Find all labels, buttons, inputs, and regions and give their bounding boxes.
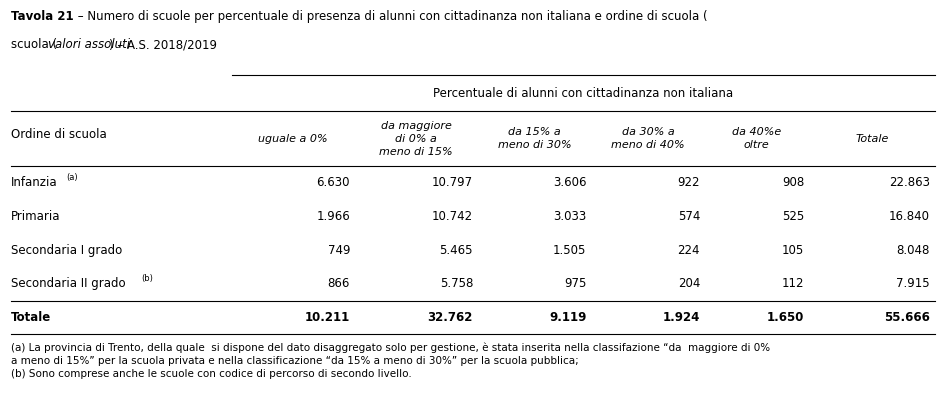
Text: da maggiore
di 0% a
meno di 15%: da maggiore di 0% a meno di 15%	[379, 121, 453, 156]
Text: (a) La provincia di Trento, della quale  si dispone del dato disaggregato solo p: (a) La provincia di Trento, della quale …	[11, 342, 770, 366]
Text: Ordine di scuola: Ordine di scuola	[11, 128, 107, 141]
Text: Secondaria I grado: Secondaria I grado	[11, 243, 123, 257]
Text: 9.119: 9.119	[549, 311, 587, 324]
Text: (a): (a)	[66, 173, 78, 182]
Text: Secondaria II grado: Secondaria II grado	[11, 277, 126, 290]
Text: scuola (: scuola (	[11, 38, 58, 51]
Text: 16.840: 16.840	[889, 210, 930, 223]
Text: (b): (b)	[141, 273, 152, 283]
Text: 10.797: 10.797	[432, 176, 473, 190]
Text: Percentuale di alunni con cittadinanza non italiana: Percentuale di alunni con cittadinanza n…	[433, 87, 733, 100]
Text: Totale: Totale	[11, 311, 52, 324]
Text: valori assoluti: valori assoluti	[48, 38, 131, 51]
Text: da 15% a
meno di 30%: da 15% a meno di 30%	[498, 127, 571, 150]
Text: 922: 922	[677, 176, 700, 190]
Text: 204: 204	[677, 277, 700, 290]
Text: 1.966: 1.966	[316, 210, 350, 223]
Text: Infanzia: Infanzia	[11, 176, 58, 190]
Text: 105: 105	[781, 243, 804, 257]
Text: 1.650: 1.650	[766, 311, 804, 324]
Text: Tavola 21: Tavola 21	[11, 10, 74, 23]
Text: 1.505: 1.505	[553, 243, 587, 257]
Text: 55.666: 55.666	[885, 311, 930, 324]
Text: 112: 112	[781, 277, 804, 290]
Text: 6.630: 6.630	[317, 176, 350, 190]
Text: – Numero di scuole per percentuale di presenza di alunni con cittadinanza non it: – Numero di scuole per percentuale di pr…	[74, 10, 708, 23]
Text: 3.606: 3.606	[553, 176, 587, 190]
Text: Primaria: Primaria	[11, 210, 61, 223]
Text: 1.924: 1.924	[662, 311, 700, 324]
Text: 866: 866	[327, 277, 350, 290]
Text: 10.211: 10.211	[305, 311, 350, 324]
Text: 975: 975	[564, 277, 587, 290]
Text: 8.048: 8.048	[897, 243, 930, 257]
Text: da 40%e
oltre: da 40%e oltre	[732, 127, 781, 150]
Text: 574: 574	[677, 210, 700, 223]
Text: 10.742: 10.742	[432, 210, 473, 223]
Text: 5.465: 5.465	[440, 243, 473, 257]
Text: 224: 224	[677, 243, 700, 257]
Text: Totale: Totale	[855, 134, 888, 144]
Text: 32.762: 32.762	[428, 311, 473, 324]
Text: 749: 749	[327, 243, 350, 257]
Text: 7.915: 7.915	[896, 277, 930, 290]
Text: ) – A.S. 2018/2019: ) – A.S. 2018/2019	[109, 38, 217, 51]
Text: 22.863: 22.863	[889, 176, 930, 190]
Text: (b) Sono comprese anche le scuole con codice di percorso di secondo livello.: (b) Sono comprese anche le scuole con co…	[11, 369, 412, 379]
Text: 5.758: 5.758	[440, 277, 473, 290]
Text: 525: 525	[781, 210, 804, 223]
Text: uguale a 0%: uguale a 0%	[258, 134, 328, 144]
Text: 3.033: 3.033	[553, 210, 587, 223]
Text: da 30% a
meno di 40%: da 30% a meno di 40%	[611, 127, 685, 150]
Text: 908: 908	[781, 176, 804, 190]
